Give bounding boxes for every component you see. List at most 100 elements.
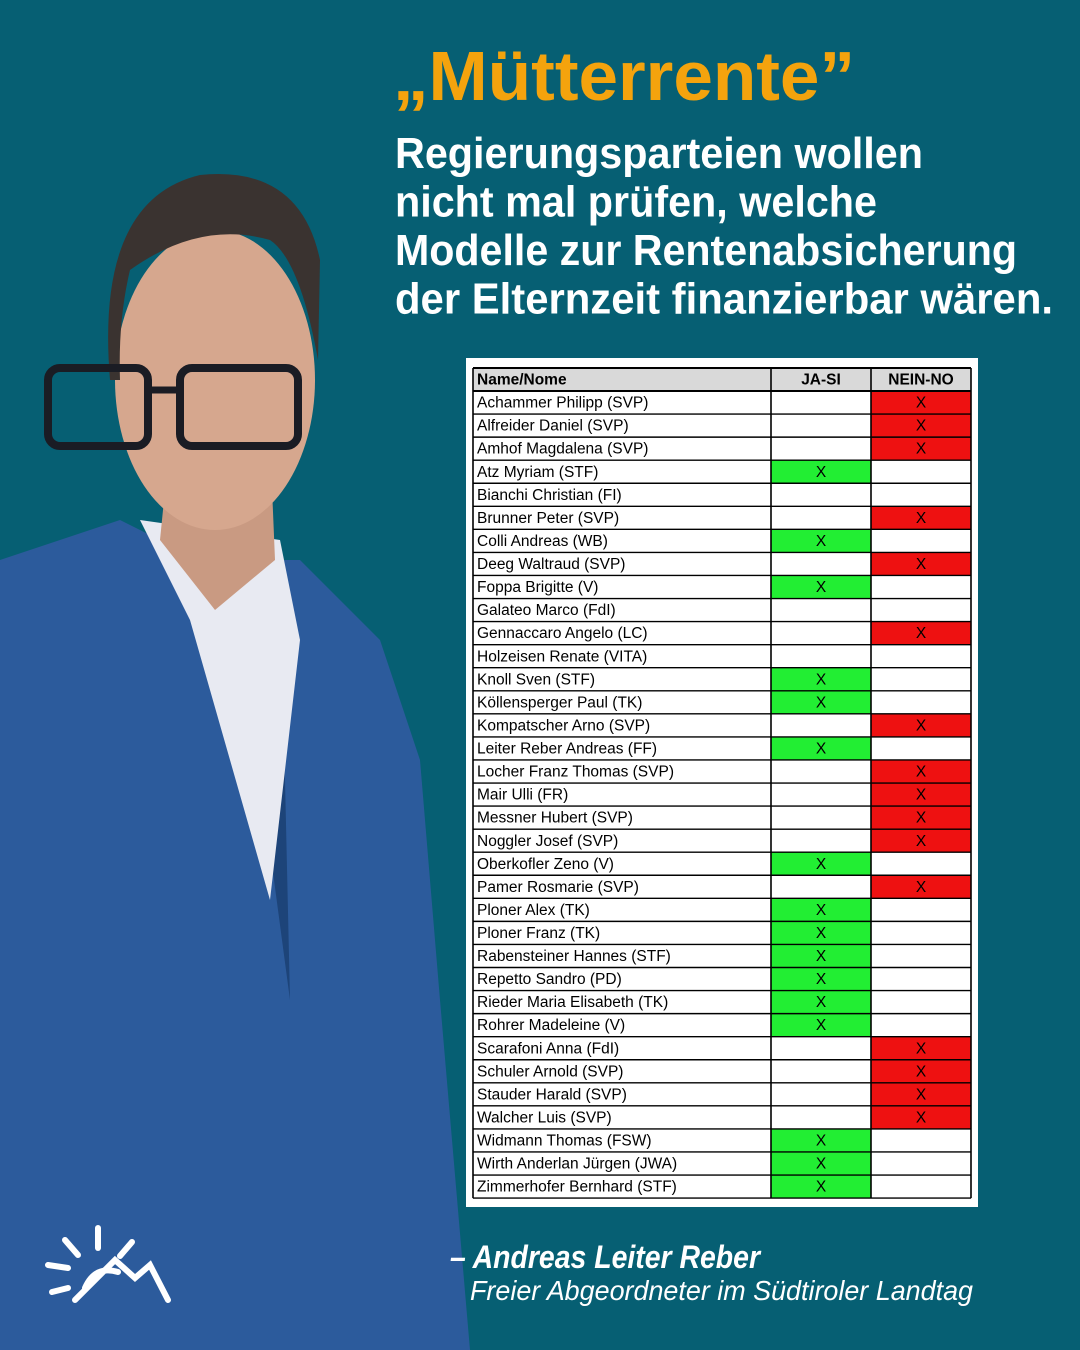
yes-cell	[771, 1013, 871, 1037]
vote-mark: X	[816, 1156, 827, 1173]
member-name: Holzeisen Renate (VITA)	[477, 648, 647, 665]
yes-cell	[771, 990, 871, 1014]
portrait	[0, 174, 470, 1350]
no-cell	[871, 1059, 971, 1083]
yes-cell	[771, 898, 871, 922]
member-name: Atz Myriam (STF)	[477, 464, 598, 481]
vote-mark: X	[816, 1017, 827, 1034]
member-name: Köllensperger Paul (TK)	[477, 694, 642, 711]
vote-mark: X	[916, 717, 927, 734]
vote-mark: X	[916, 441, 927, 458]
vote-mark: X	[916, 787, 927, 804]
member-name: Messner Hubert (SVP)	[477, 810, 633, 827]
vote-mark: X	[816, 902, 827, 919]
subtitle-line: nicht mal prüfen, welche	[395, 178, 877, 227]
subtitle-line: Modelle zur Rentenabsicherung	[395, 226, 1017, 275]
no-cell	[871, 713, 971, 737]
no-cell	[871, 759, 971, 784]
no-cell	[871, 829, 971, 853]
member-name: Pamer Rosmarie (SVP)	[477, 879, 639, 896]
member-name: Rieder Maria Elisabeth (TK)	[477, 994, 668, 1011]
yes-cell	[771, 690, 871, 714]
yes-cell	[771, 1175, 871, 1199]
vote-mark: X	[916, 764, 927, 781]
vote-mark: X	[816, 533, 827, 550]
member-name: Achammer Philipp (SVP)	[477, 395, 648, 412]
column-header: JA-SI	[801, 372, 841, 389]
member-name: Widmann Thomas (FSW)	[477, 1133, 652, 1150]
column-header: Name/Nome	[477, 372, 567, 389]
member-name: Brunner Peter (SVP)	[477, 510, 619, 527]
member-name: Amhof Magdalena (SVP)	[477, 441, 648, 458]
member-name: Noggler Josef (SVP)	[477, 833, 618, 850]
no-cell	[871, 506, 971, 530]
header-row	[473, 368, 971, 391]
vote-mark: X	[916, 810, 927, 827]
member-name: Mair Ulli (FR)	[477, 787, 568, 804]
member-name: Ploner Franz (TK)	[477, 925, 600, 942]
no-cell	[871, 552, 971, 576]
vote-mark: X	[816, 1133, 827, 1150]
no-cell	[871, 437, 971, 461]
vote-mark: X	[916, 395, 927, 412]
vote-mark: X	[816, 994, 827, 1011]
member-name: Schuler Arnold (SVP)	[477, 1063, 623, 1080]
column-header: NEIN-NO	[888, 372, 953, 389]
vote-mark: X	[916, 1040, 927, 1057]
vote-mark: X	[816, 971, 827, 988]
vote-mark: X	[916, 625, 927, 642]
member-name: Bianchi Christian (FI)	[477, 487, 622, 504]
member-name: Foppa Brigitte (V)	[477, 579, 598, 596]
yes-cell	[771, 667, 871, 691]
yes-cell	[771, 529, 871, 553]
yes-cell	[771, 575, 871, 599]
member-name: Alfreider Daniel (SVP)	[477, 418, 629, 435]
vote-mark: X	[916, 833, 927, 850]
member-name: Leiter Reber Andreas (FF)	[477, 741, 657, 758]
vote-mark: X	[816, 948, 827, 965]
member-name: Ploner Alex (TK)	[477, 902, 590, 919]
vote-mark: X	[816, 671, 827, 688]
vote-mark: X	[916, 1063, 927, 1080]
subtitle-line: Regierungsparteien wollen	[395, 129, 923, 178]
yes-cell	[771, 921, 871, 945]
member-name: Colli Andreas (WB)	[477, 533, 608, 550]
no-cell	[871, 1105, 971, 1129]
quote-author: – Andreas Leiter Reber	[450, 1239, 761, 1275]
logo	[45, 1225, 171, 1303]
vote-mark: X	[916, 1086, 927, 1103]
quote-role: Freier Abgeordneter im Südtiroler Landta…	[470, 1275, 973, 1306]
subtitle-line: der Elternzeit finanzierbar wären.	[395, 275, 1053, 324]
member-name: Galateo Marco (FdI)	[477, 602, 616, 619]
vote-mark: X	[816, 741, 827, 758]
vote-mark: X	[816, 464, 827, 481]
yes-cell	[771, 460, 871, 484]
member-name: Deeg Waltraud (SVP)	[477, 556, 625, 573]
member-name: Repetto Sandro (PD)	[477, 971, 622, 988]
no-cell	[871, 391, 971, 415]
no-cell	[871, 414, 971, 438]
no-cell	[871, 1082, 971, 1106]
vote-mark: X	[816, 579, 827, 596]
no-cell	[871, 806, 971, 830]
member-name: Rohrer Madeleine (V)	[477, 1017, 625, 1034]
title: „Mütterrente”	[393, 37, 855, 115]
yes-cell	[771, 852, 871, 876]
no-cell	[871, 783, 971, 807]
member-name: Kompatscher Arno (SVP)	[477, 717, 650, 734]
no-cell	[871, 875, 971, 899]
vote-mark: X	[916, 510, 927, 527]
vote-mark: X	[916, 1109, 927, 1126]
member-name: Rabensteiner Hannes (STF)	[477, 948, 671, 965]
vote-mark: X	[816, 1179, 827, 1196]
member-name: Knoll Sven (STF)	[477, 671, 595, 688]
member-name: Stauder Harald (SVP)	[477, 1086, 627, 1103]
no-cell	[871, 621, 971, 645]
member-name: Locher Franz Thomas (SVP)	[477, 764, 674, 781]
yes-cell	[771, 944, 871, 968]
vote-mark: X	[916, 556, 927, 573]
member-name: Walcher Luis (SVP)	[477, 1109, 612, 1126]
vote-mark: X	[816, 925, 827, 942]
yes-cell	[771, 967, 871, 991]
